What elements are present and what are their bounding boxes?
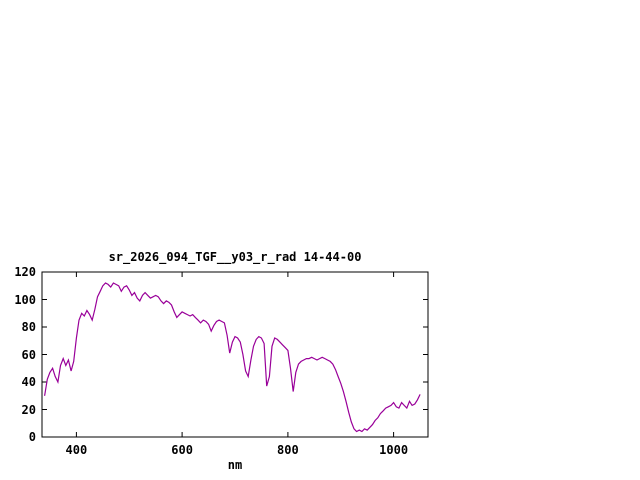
- y-tick-label: 60: [21, 347, 36, 362]
- y-tick-label: 0: [28, 430, 36, 444]
- x-tick-label: 400: [65, 443, 88, 457]
- plot-border: [41, 271, 429, 438]
- axis-ticks: [42, 271, 428, 438]
- y-tick-label: 100: [14, 292, 36, 307]
- y-tick-label: 20: [21, 402, 36, 417]
- x-tick-label: 800: [277, 443, 299, 457]
- y-tick-label: 80: [21, 320, 36, 334]
- x-axis-label: nm: [227, 458, 243, 472]
- chart-title: sr_2026_094_TGF__y03_r_rad 14-44-00: [108, 250, 362, 264]
- x-tick-label: 600: [171, 443, 193, 457]
- y-tick-label: 40: [21, 375, 36, 389]
- x-tick-label: 1000: [379, 443, 409, 457]
- y-tick-label: 120: [14, 265, 36, 279]
- spectrum-line: [44, 282, 421, 433]
